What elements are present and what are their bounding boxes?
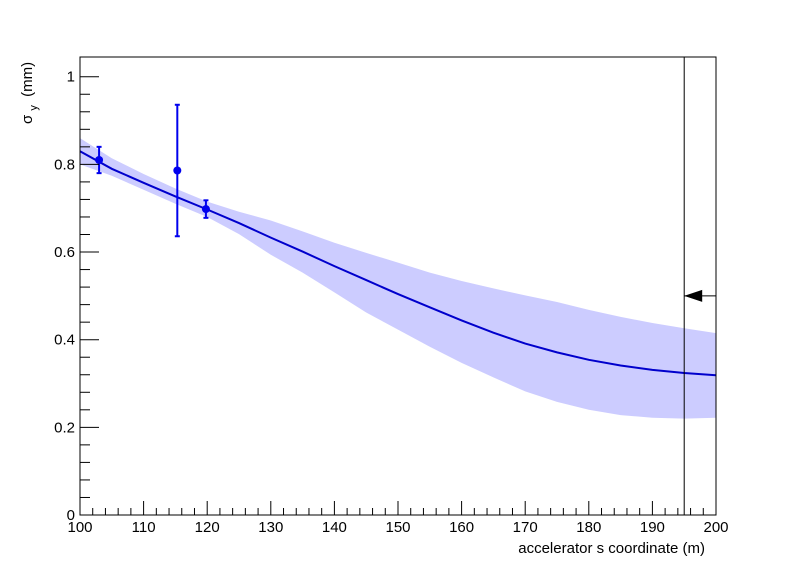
y-axis-title-subscript: y xyxy=(28,105,40,111)
y-tick-label: 0.2 xyxy=(54,419,75,436)
y-axis-title-symbol: σ xyxy=(19,114,36,124)
fit-curve xyxy=(79,150,717,377)
x-tick-label: 190 xyxy=(640,519,665,536)
fit-curve-layer xyxy=(79,150,717,377)
x-tick-label: 160 xyxy=(449,519,474,536)
confidence-band-layer xyxy=(80,138,716,419)
x-tick-label: 100 xyxy=(67,519,92,536)
x-tick-label: 120 xyxy=(195,519,220,536)
y-tick-label: 1 xyxy=(67,69,75,86)
data-point xyxy=(95,155,104,164)
y-axis-title: σ y (mm) xyxy=(19,62,41,124)
confidence-band xyxy=(80,138,716,419)
arrow-head xyxy=(684,289,703,302)
data-point xyxy=(173,166,182,175)
measurement-point-1 xyxy=(95,145,104,175)
x-axis-title: accelerator s coordinate (m) xyxy=(518,540,705,557)
y-tick-label: 0.6 xyxy=(54,244,75,261)
annotation-layer xyxy=(683,57,716,515)
measurement-point-2 xyxy=(173,103,182,238)
data-point xyxy=(201,205,210,214)
y-tick-label: 0.4 xyxy=(54,332,75,349)
measurement-points-layer xyxy=(95,103,210,238)
y-axis-title-unit: (mm) xyxy=(19,62,36,97)
x-tick-label: 150 xyxy=(385,519,410,536)
x-tick-label: 180 xyxy=(576,519,601,536)
x-tick-label: 170 xyxy=(513,519,538,536)
measurement-point-3 xyxy=(201,199,210,219)
y-tick-label: 0.8 xyxy=(54,156,75,173)
x-tick-label: 110 xyxy=(132,519,156,536)
y-tick-label: 0 xyxy=(67,507,75,524)
x-tick-label: 130 xyxy=(258,519,283,536)
axis-ticks-layer: 100 110 120 130 140 150 160 170 180 190 200 0 0.2 0.4… xyxy=(54,69,728,536)
x-tick-label: 200 xyxy=(703,519,728,536)
x-tick-label: 140 xyxy=(322,519,347,536)
